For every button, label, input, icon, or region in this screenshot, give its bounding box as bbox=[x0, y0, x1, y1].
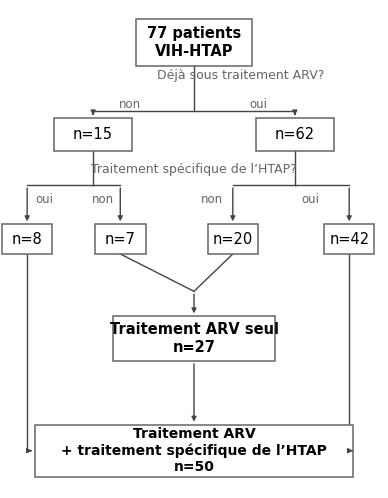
FancyBboxPatch shape bbox=[136, 18, 252, 66]
Text: n=15: n=15 bbox=[73, 127, 113, 142]
Text: Traitement ARV seul
n=27: Traitement ARV seul n=27 bbox=[109, 322, 279, 355]
Text: oui: oui bbox=[301, 193, 319, 206]
Text: non: non bbox=[119, 98, 141, 111]
Text: non: non bbox=[92, 193, 114, 206]
Text: Déjà sous traitement ARV?: Déjà sous traitement ARV? bbox=[157, 69, 324, 82]
FancyBboxPatch shape bbox=[324, 224, 374, 254]
Text: Traitement spécifique de l’HTAP?: Traitement spécifique de l’HTAP? bbox=[91, 163, 297, 176]
FancyBboxPatch shape bbox=[35, 424, 353, 477]
FancyBboxPatch shape bbox=[2, 224, 52, 254]
Text: oui: oui bbox=[249, 98, 267, 111]
FancyBboxPatch shape bbox=[95, 224, 146, 254]
FancyBboxPatch shape bbox=[113, 316, 275, 361]
Text: n=42: n=42 bbox=[329, 232, 369, 247]
Text: n=7: n=7 bbox=[105, 232, 136, 247]
FancyBboxPatch shape bbox=[256, 119, 334, 150]
FancyBboxPatch shape bbox=[208, 224, 258, 254]
FancyBboxPatch shape bbox=[54, 119, 132, 150]
Text: n=62: n=62 bbox=[275, 127, 315, 142]
Text: non: non bbox=[200, 193, 223, 206]
Text: oui: oui bbox=[36, 193, 54, 206]
Text: n=8: n=8 bbox=[12, 232, 43, 247]
Text: 77 patients
VIH-HTAP: 77 patients VIH-HTAP bbox=[147, 26, 241, 59]
Text: n=20: n=20 bbox=[213, 232, 253, 247]
Text: Traitement ARV
+ traitement spécifique de l’HTAP
n=50: Traitement ARV + traitement spécifique d… bbox=[61, 427, 327, 474]
